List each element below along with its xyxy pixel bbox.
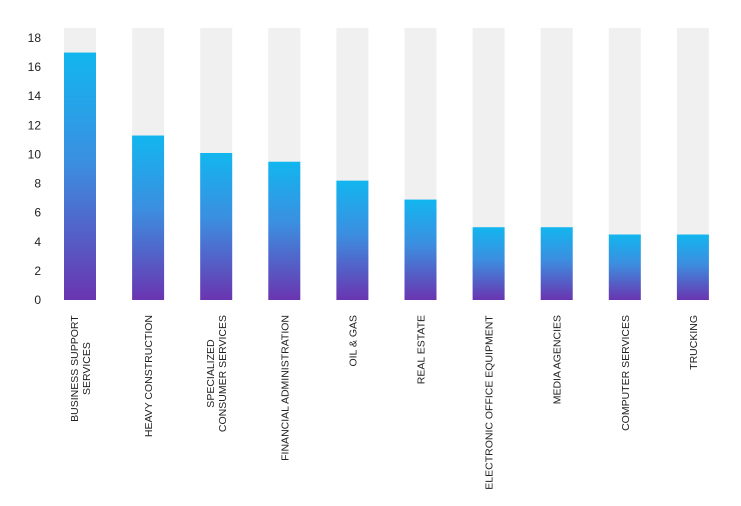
x-axis-labels: BUSINESS SUPPORTSERVICES HEAVY CONSTRUCTI… (69, 315, 700, 490)
x-category-label: HEAVY CONSTRUCTION (143, 315, 155, 437)
y-tick-label: 0 (34, 293, 41, 307)
bars (64, 52, 709, 300)
bar (132, 135, 165, 300)
x-category-label: SPECIALIZEDCONSUMER SERVICES (205, 315, 229, 432)
bar (676, 234, 709, 300)
y-tick-label: 12 (28, 118, 42, 132)
x-category-label: FINANCIAL ADMINISTRATION (279, 315, 291, 461)
y-axis-ticks: 0 2 4 6 8 10 12 14 16 18 (28, 31, 42, 307)
y-tick-label: 16 (28, 60, 42, 74)
bar (404, 199, 437, 300)
bar (268, 161, 301, 300)
x-category-label: OIL & GAS (347, 315, 359, 367)
y-tick-label: 14 (28, 89, 42, 103)
bar (200, 152, 233, 300)
x-category-label: BUSINESS SUPPORTSERVICES (69, 315, 93, 422)
y-tick-label: 10 (28, 147, 42, 161)
x-category-label: REAL ESTATE (416, 315, 428, 384)
bar (540, 227, 573, 300)
x-category-label: TRUCKING (688, 315, 700, 370)
y-tick-label: 4 (34, 235, 41, 249)
bar (608, 234, 641, 300)
bar (336, 180, 369, 300)
bar (64, 52, 96, 300)
bar (472, 227, 505, 300)
y-tick-label: 8 (34, 177, 41, 191)
y-tick-label: 18 (28, 31, 42, 45)
x-category-label: COMPUTER SERVICES (620, 315, 632, 431)
x-category-label: ELECTRONIC OFFICE EQUIPMENT (484, 315, 496, 490)
y-tick-label: 2 (34, 264, 41, 278)
x-category-label: MEDIA AGENCIES (552, 315, 564, 404)
y-tick-label: 6 (34, 206, 41, 220)
